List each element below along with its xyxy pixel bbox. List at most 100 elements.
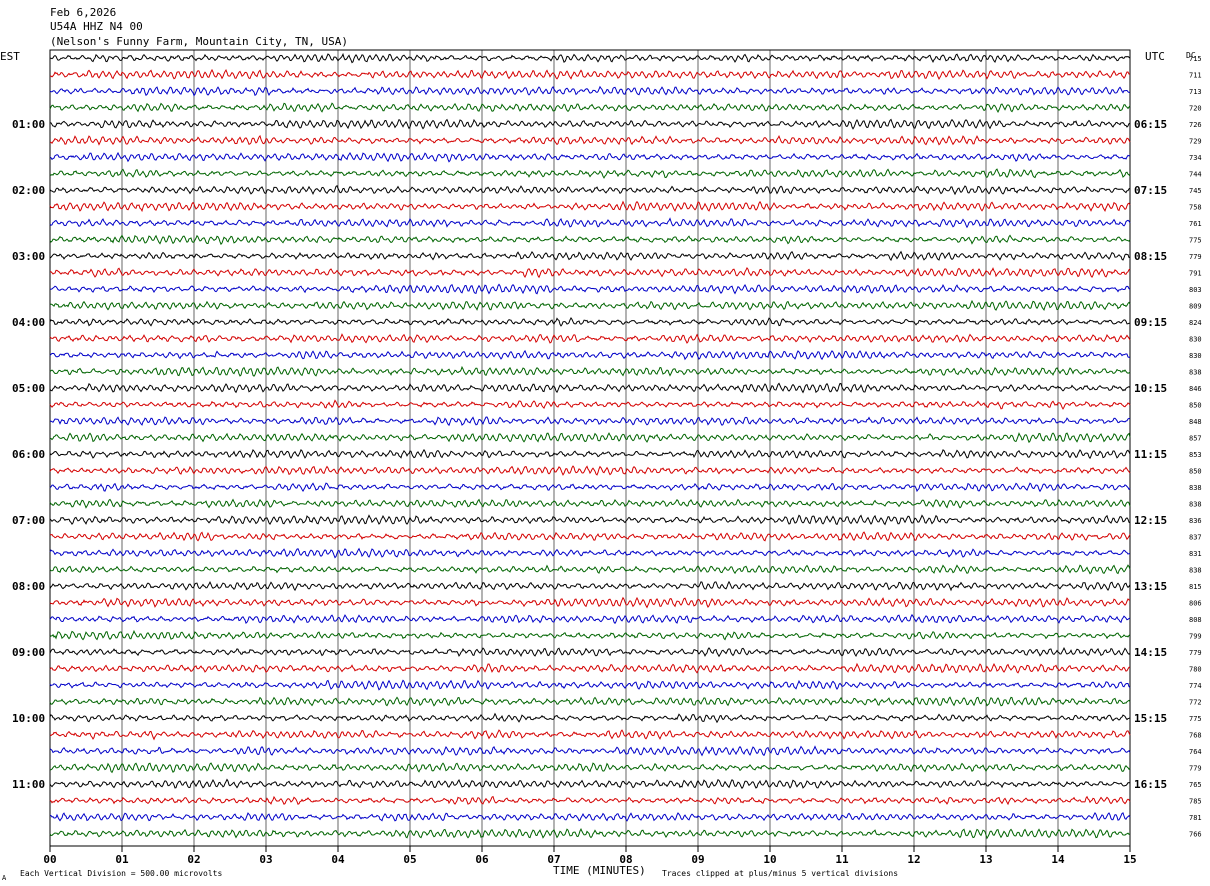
trace-line-25 <box>49 448 1131 460</box>
est-hour-label: 03:00 <box>12 250 45 263</box>
trace-line-17 <box>49 317 1131 327</box>
x-tick-label: 07 <box>547 853 560 866</box>
trace-line-9 <box>49 185 1131 196</box>
dc-offset-label: 803 <box>1189 286 1202 294</box>
trace-line-46 <box>49 795 1131 806</box>
trace-line-27 <box>49 482 1131 493</box>
trace-line-13 <box>49 250 1131 262</box>
trace-line-18 <box>49 333 1131 344</box>
x-tick-label: 08 <box>619 853 632 866</box>
x-tick-label: 03 <box>259 853 272 866</box>
trace-line-30 <box>49 531 1131 542</box>
trace-line-2 <box>49 68 1131 80</box>
trace-line-16 <box>49 299 1131 311</box>
x-tick-label: 06 <box>475 853 489 866</box>
dc-offset-label: 850 <box>1189 402 1202 410</box>
dc-offset-label: 779 <box>1189 253 1202 261</box>
dc-offset-label: 838 <box>1189 369 1202 377</box>
trace-line-42 <box>49 729 1131 741</box>
utc-hour-label: 08:15 <box>1134 250 1167 263</box>
chart-date: Feb 6,2026 <box>50 6 116 19</box>
row-labels: 715 711 713 720 726 729 734 744 745 758 761 775 779 7… <box>12 55 1202 839</box>
x-tick-label: 13 <box>979 853 992 866</box>
trace-line-31 <box>49 547 1131 559</box>
chart-station: U54A HHZ N4 00 <box>50 20 143 33</box>
dc-offset-label: 815 <box>1189 583 1202 591</box>
est-hour-label: 06:00 <box>12 448 45 461</box>
trace-line-23 <box>49 416 1131 427</box>
dc-offset-label: 799 <box>1189 633 1202 641</box>
dc-offset-label: 779 <box>1189 765 1202 773</box>
utc-hour-label: 11:15 <box>1134 448 1167 461</box>
dc-offset-label: 809 <box>1189 303 1202 311</box>
dc-offset-label: 806 <box>1189 600 1202 608</box>
est-hour-label: 11:00 <box>12 778 45 791</box>
trace-line-1 <box>49 52 1131 64</box>
seismic-traces <box>49 52 1131 840</box>
trace-line-32 <box>49 564 1131 575</box>
trace-line-15 <box>49 283 1131 295</box>
trace-line-5 <box>50 118 1131 130</box>
dc-offset-label: 780 <box>1189 666 1202 674</box>
dc-label: DC <box>1186 51 1196 60</box>
utc-hour-label: 09:15 <box>1134 316 1167 329</box>
dc-offset-label: 830 <box>1189 352 1202 360</box>
clip-note: Traces clipped at plus/minus 5 vertical … <box>662 869 898 878</box>
left-axis-label-est: EST <box>0 50 20 63</box>
corner-mark: A <box>2 874 7 882</box>
chart-location: (Nelson's Funny Farm, Mountain City, TN,… <box>50 35 348 48</box>
trace-line-12 <box>49 234 1131 246</box>
dc-offset-label: 765 <box>1189 781 1202 789</box>
est-hour-label: 05:00 <box>12 382 45 395</box>
dc-offset-label: 837 <box>1189 534 1202 542</box>
trace-line-40 <box>49 696 1131 707</box>
dc-offset-label: 713 <box>1189 88 1202 96</box>
dc-offset-label: 764 <box>1189 748 1202 756</box>
dc-offset-label: 775 <box>1189 715 1202 723</box>
dc-offset-label: 761 <box>1189 220 1202 228</box>
trace-line-44 <box>49 762 1131 774</box>
dc-offset-label: 726 <box>1189 121 1202 129</box>
x-tick-label: 01 <box>115 853 129 866</box>
x-tick-label: 12 <box>907 853 920 866</box>
trace-line-22 <box>49 399 1131 410</box>
trace-line-47 <box>49 811 1131 822</box>
dc-offset-label: 831 <box>1189 550 1202 558</box>
est-hour-label: 10:00 <box>12 712 45 725</box>
trace-line-38 <box>49 662 1131 674</box>
est-hour-label: 09:00 <box>12 646 45 659</box>
utc-hour-label: 10:15 <box>1134 382 1167 395</box>
trace-line-8 <box>49 168 1131 179</box>
x-tick-label: 02 <box>187 853 200 866</box>
dc-offset-label: 774 <box>1189 682 1202 690</box>
trace-line-10 <box>49 200 1131 213</box>
dc-offset-label: 808 <box>1189 616 1202 624</box>
trace-line-14 <box>50 266 1131 279</box>
dc-offset-label: 729 <box>1189 138 1202 146</box>
trace-line-39 <box>49 679 1131 691</box>
dc-offset-label: 715 <box>1189 55 1202 63</box>
dc-offset-label: 775 <box>1189 237 1202 245</box>
est-hour-label: 02:00 <box>12 184 45 197</box>
dc-offset-label: 758 <box>1189 204 1202 212</box>
trace-line-11 <box>49 217 1131 229</box>
x-tick-label: 04 <box>331 853 345 866</box>
utc-hour-label: 16:15 <box>1134 778 1167 791</box>
dc-offset-label: 850 <box>1189 468 1202 476</box>
dc-offset-label: 779 <box>1189 649 1202 657</box>
est-hour-label: 08:00 <box>12 580 45 593</box>
est-hour-label: 01:00 <box>12 118 45 131</box>
utc-hour-label: 15:15 <box>1134 712 1167 725</box>
x-tick-label: 09 <box>691 853 704 866</box>
grid-lines <box>49 49 1131 847</box>
trace-line-20 <box>49 365 1131 377</box>
dc-offset-label: 824 <box>1189 319 1202 327</box>
dc-offset-label: 781 <box>1189 814 1202 822</box>
dc-offset-label: 857 <box>1189 435 1202 443</box>
x-tick-label: 14 <box>1051 853 1065 866</box>
trace-line-4 <box>49 102 1131 113</box>
utc-hour-label: 06:15 <box>1134 118 1167 131</box>
dc-offset-label: 711 <box>1189 72 1202 80</box>
dc-offset-label: 768 <box>1189 732 1202 740</box>
